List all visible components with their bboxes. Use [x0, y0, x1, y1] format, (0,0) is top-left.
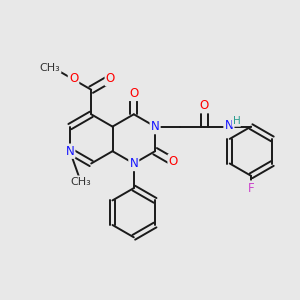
Text: O: O: [129, 87, 138, 100]
Text: O: O: [106, 72, 115, 85]
Text: O: O: [200, 99, 209, 112]
Text: H: H: [232, 116, 240, 126]
Text: O: O: [169, 155, 178, 168]
Text: O: O: [69, 72, 78, 85]
Text: N: N: [65, 145, 74, 158]
Text: CH₃: CH₃: [40, 63, 60, 73]
Text: N: N: [129, 157, 138, 170]
Text: N: N: [151, 120, 160, 133]
Text: N: N: [224, 118, 233, 132]
Text: CH₃: CH₃: [70, 177, 91, 187]
Text: F: F: [248, 182, 254, 195]
